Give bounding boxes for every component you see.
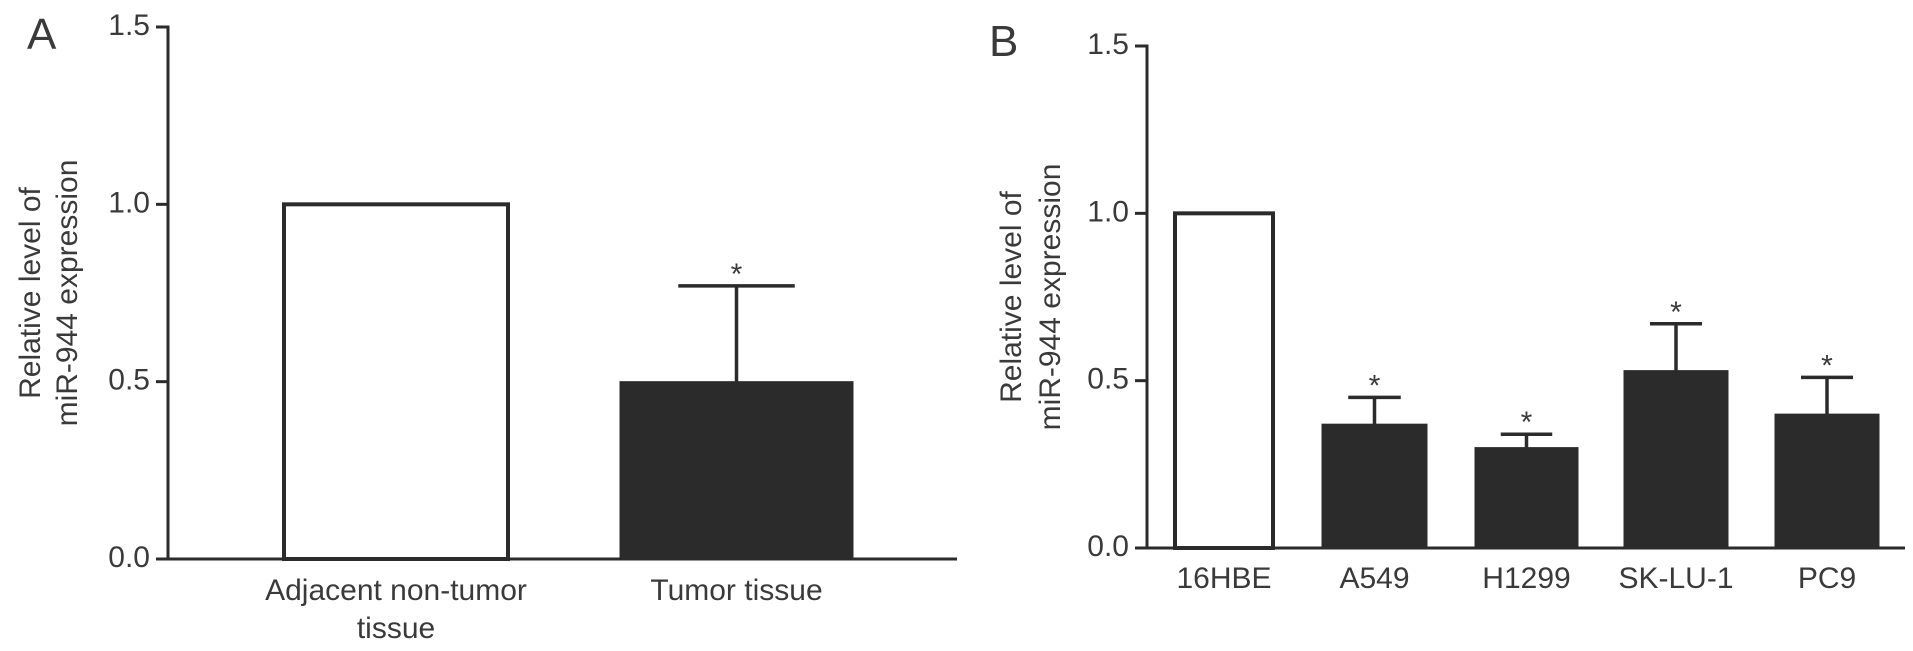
bar-adjacent-non-tumor-tissue (282, 202, 510, 561)
text-line: miR-944 expression (1034, 164, 1067, 431)
text-line: A549 (1339, 562, 1409, 595)
x-tick-label-pc9: PC9 (1798, 562, 1856, 595)
panel-b-y-tick-label: 1.0 (1087, 195, 1129, 228)
panel-b-y-tick-label: 0.0 (1087, 530, 1129, 563)
text-line: H1299 (1482, 562, 1570, 595)
panel-b-y-axis-title: Relative level of miR-944 expression (995, 164, 1067, 431)
panel-b-chart: B 0.0 0.5 1.0 1.5 Relative level of miR-944 ex… (989, 17, 1905, 595)
bar-tumor-tissue (619, 381, 854, 560)
bar-16hbe (1173, 211, 1275, 550)
text-line: Relative level of (14, 186, 47, 398)
panel-b-y-tick-label: 0.5 (1087, 363, 1129, 396)
text-line: miR-944 expression (51, 160, 84, 427)
significance-mark-tumor-tissue: * (731, 258, 743, 291)
x-tick-label-adjacent-non-tumor-tissue: Adjacent non-tumor tissue (265, 574, 527, 645)
panel-a-y-tick-label: 0.5 (108, 364, 150, 397)
panel-a-letter: A (27, 10, 57, 59)
text-line: Relative level of (995, 190, 1028, 402)
significance-mark-sk-lu-1: * (1670, 296, 1682, 329)
panel-b-y-tick-label: 1.5 (1087, 28, 1129, 61)
bar-pc9 (1774, 413, 1880, 549)
bar-sk-lu-1 (1623, 370, 1729, 549)
bar-h1299 (1474, 447, 1579, 549)
text-line: 16HBE (1176, 562, 1271, 595)
panel-a-y-axis-title: Relative level of miR-944 expression (14, 160, 84, 427)
text-line: tissue (357, 612, 435, 645)
panel-a-y-tick-label: 1.0 (108, 186, 150, 219)
significance-mark-h1299: * (1521, 406, 1533, 439)
text-line: PC9 (1798, 562, 1856, 595)
panel-a-y-tick-label: 1.5 (108, 9, 150, 42)
significance-mark-pc9: * (1821, 349, 1833, 382)
text-line: SK-LU-1 (1618, 562, 1733, 595)
panel-b-letter: B (989, 17, 1018, 66)
panel-a-y-tick-label: 0.0 (108, 541, 150, 574)
x-tick-label-tumor-tissue: Tumor tissue (650, 574, 822, 607)
bar-a549 (1321, 423, 1428, 549)
text-line: Tumor tissue (650, 574, 822, 607)
x-tick-label-h1299: H1299 (1482, 562, 1570, 595)
significance-mark-a549: * (1369, 369, 1381, 402)
panel-a-chart: A 0.0 0.5 1.0 1.5 Relative level of miR-944 ex… (14, 9, 957, 645)
x-tick-label-sk-lu-1: SK-LU-1 (1618, 562, 1733, 595)
text-line: Adjacent non-tumor (265, 574, 527, 607)
x-tick-label-16hbe: 16HBE (1176, 562, 1271, 595)
x-tick-label-a549: A549 (1339, 562, 1409, 595)
